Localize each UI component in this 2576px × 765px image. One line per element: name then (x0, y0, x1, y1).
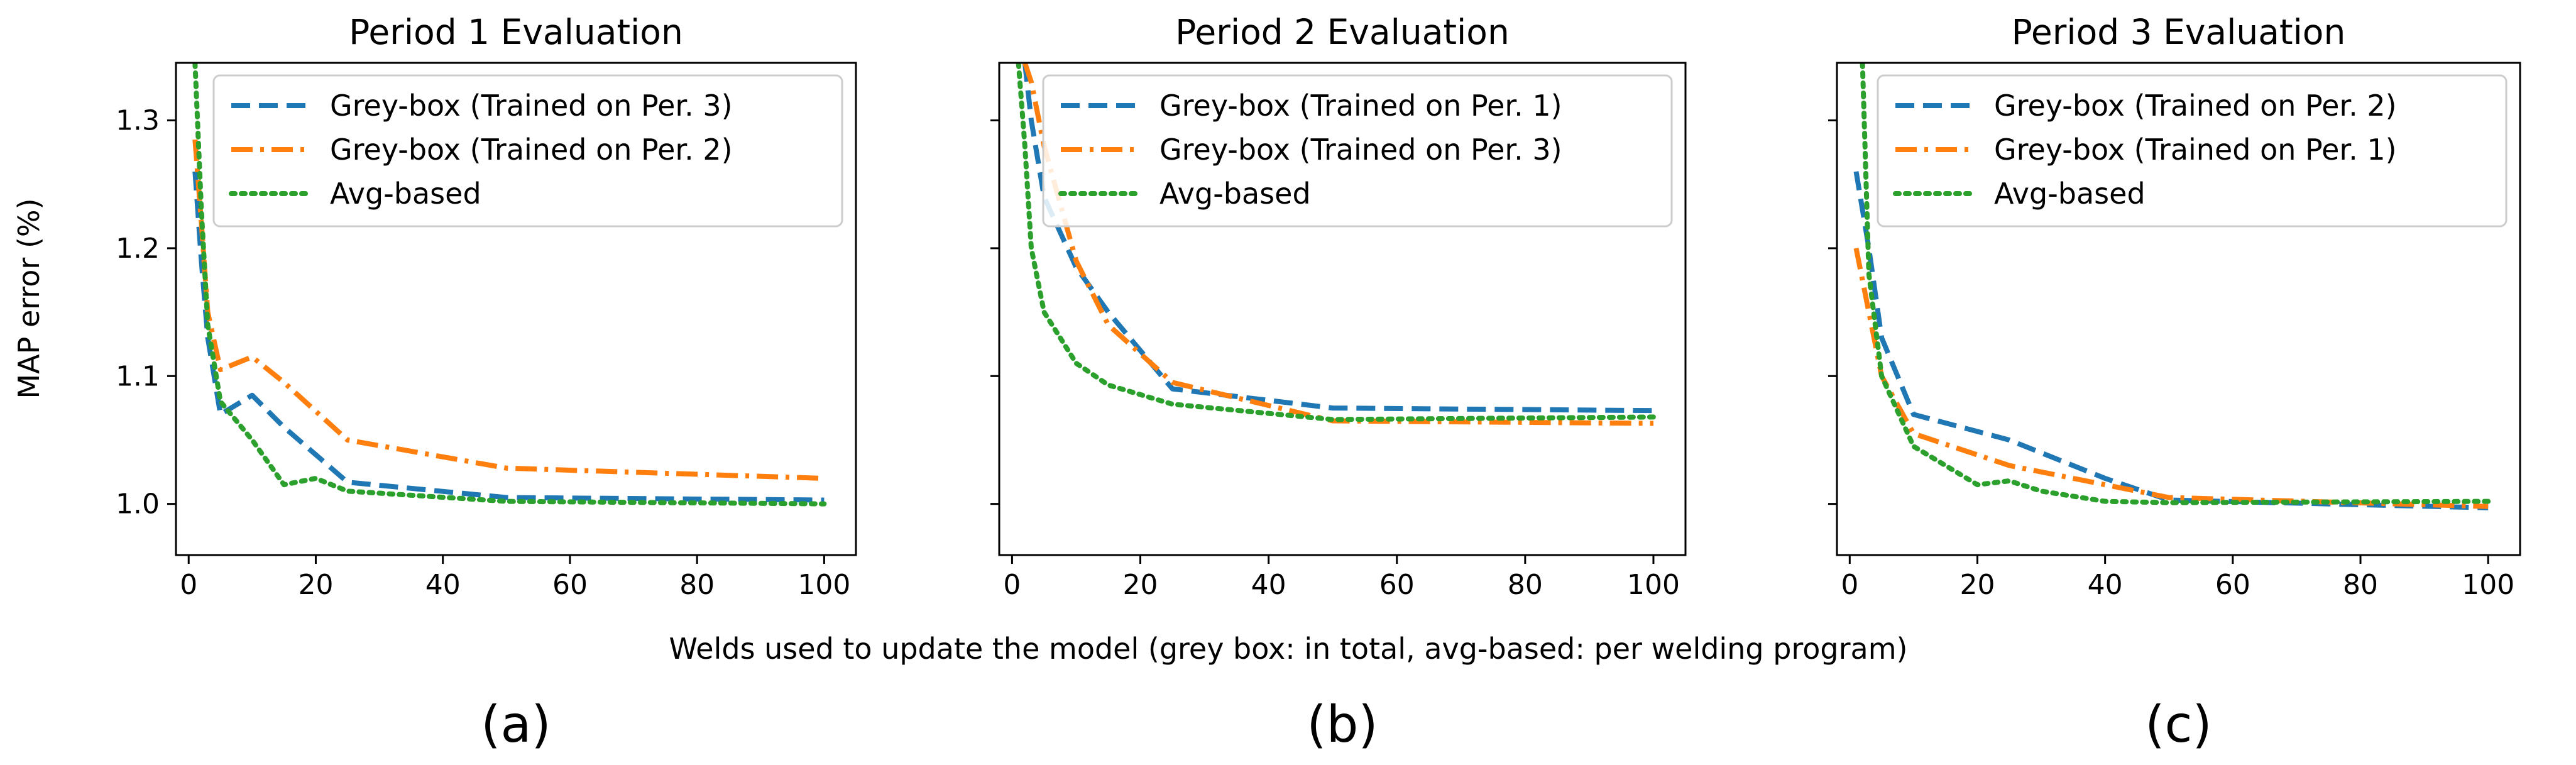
x-tick-label: 100 (797, 569, 850, 601)
y-tick-label: 1.3 (116, 105, 160, 137)
x-tick-label: 80 (679, 569, 715, 601)
x-tick-label: 80 (1508, 569, 1543, 601)
series-line-3 (1860, 63, 2491, 505)
chart-panel-3: Period 3 Evaluation 0 20 40 60 80 100 Grey-box … (1828, 12, 2521, 754)
plot-frame (175, 62, 857, 556)
x-axis-label: Welds used to update the model (grey box… (669, 632, 1908, 666)
chart-title: Period 2 Evaluation (1175, 12, 1510, 52)
panel-label: (c) (2145, 695, 2212, 754)
chart-title: Period 3 Evaluation (2012, 12, 2346, 52)
legend-label: Grey-box (Trained on Per. 3) (1159, 133, 1562, 167)
series-group (1016, 63, 1656, 426)
legend: Grey-box (Trained on Per. 2) Grey-box (Tr… (1877, 74, 2507, 228)
chart-title: Period 1 Evaluation (349, 12, 683, 52)
series-line-2 (192, 139, 825, 481)
x-tick-label: 80 (2343, 569, 2378, 601)
legend-box (1042, 74, 1673, 228)
series-line-1 (1022, 63, 1654, 414)
y-axis-label: MAP error (%) (12, 198, 46, 399)
chart-panels: Period 1 Evaluation 0 20 40 60 80 100 1.0 1.1 1.2… (116, 12, 2521, 754)
legend-label: Grey-box (Trained on Per. 2) (330, 133, 733, 167)
panel-label: (b) (1307, 695, 1378, 754)
x-tick-label: 100 (1627, 569, 1680, 601)
legend-label: Avg-based (1159, 177, 1311, 211)
legend: Grey-box (Trained on Per. 1) Grey-box (Tr… (1042, 74, 1673, 228)
y-tick-label: 1.0 (116, 488, 160, 520)
legend-box (1877, 74, 2507, 228)
legend-label: Grey-box (Trained on Per. 3) (330, 89, 733, 123)
y-tick-label: 1.2 (116, 233, 160, 265)
legend-label: Avg-based (330, 177, 481, 211)
x-tick-label: 20 (298, 569, 333, 601)
series-group (192, 63, 827, 507)
x-tick-label: 40 (425, 569, 461, 601)
x-tick-label: 60 (2215, 569, 2250, 601)
series-line-3 (192, 63, 827, 507)
legend-label: Grey-box (Trained on Per. 1) (1159, 89, 1562, 123)
x-tick-label: 40 (1251, 569, 1286, 601)
x-tick-label: 20 (1959, 569, 1995, 601)
chart-panel-2: Period 2 Evaluation 0 20 40 60 80 100 Grey-box … (990, 12, 1687, 754)
x-tick-label: 40 (2088, 569, 2123, 601)
panel-label: (a) (481, 695, 551, 754)
legend-label: Grey-box (Trained on Per. 1) (1994, 133, 2397, 167)
chart-panel-1: Period 1 Evaluation 0 20 40 60 80 100 1.0 1.1 1.2… (116, 12, 857, 754)
legend-label: Grey-box (Trained on Per. 2) (1994, 89, 2397, 123)
x-tick-label: 20 (1123, 569, 1158, 601)
x-tick-label: 100 (2462, 569, 2514, 601)
x-tick-label: 60 (552, 569, 588, 601)
x-tick-label: 60 (1379, 569, 1415, 601)
legend: Grey-box (Trained on Per. 3) Grey-box (Tr… (212, 74, 843, 228)
series-line-2 (1853, 248, 2489, 509)
series-line-3 (1016, 63, 1656, 422)
plot-frame (998, 62, 1687, 556)
x-tick-label: 0 (1003, 569, 1021, 601)
legend-label: Avg-based (1994, 177, 2146, 211)
x-tick-label: 0 (1841, 569, 1858, 601)
legend-box (212, 74, 843, 228)
x-tick-label: 0 (180, 569, 197, 601)
series-line-2 (1022, 63, 1654, 426)
series-group (1853, 63, 2491, 510)
y-tick-label: 1.1 (116, 360, 160, 392)
plot-frame (1836, 62, 2521, 556)
